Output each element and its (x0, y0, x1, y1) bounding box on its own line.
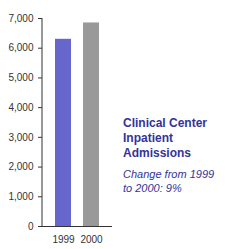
svg-text:0: 0 (28, 221, 34, 232)
svg-text:3,000: 3,000 (8, 132, 33, 143)
svg-text:7,000: 7,000 (8, 13, 33, 24)
svg-text:4,000: 4,000 (8, 102, 33, 113)
html-text:Change from 1999 to 2000: 9%: Change from 1999 to 2000: 9% (123, 168, 215, 194)
svg-text:1,000: 1,000 (8, 191, 33, 202)
svg-text:6,000: 6,000 (8, 42, 33, 53)
svg-text:5,000: 5,000 (8, 72, 33, 83)
svg-text:2,000: 2,000 (8, 161, 33, 172)
svg-text:2000: 2000 (80, 234, 103, 245)
svg-text:1999: 1999 (52, 234, 75, 245)
html-text:Clinical Center Inpatient Admi: Clinical Center Inpatient Admissions (123, 116, 207, 160)
